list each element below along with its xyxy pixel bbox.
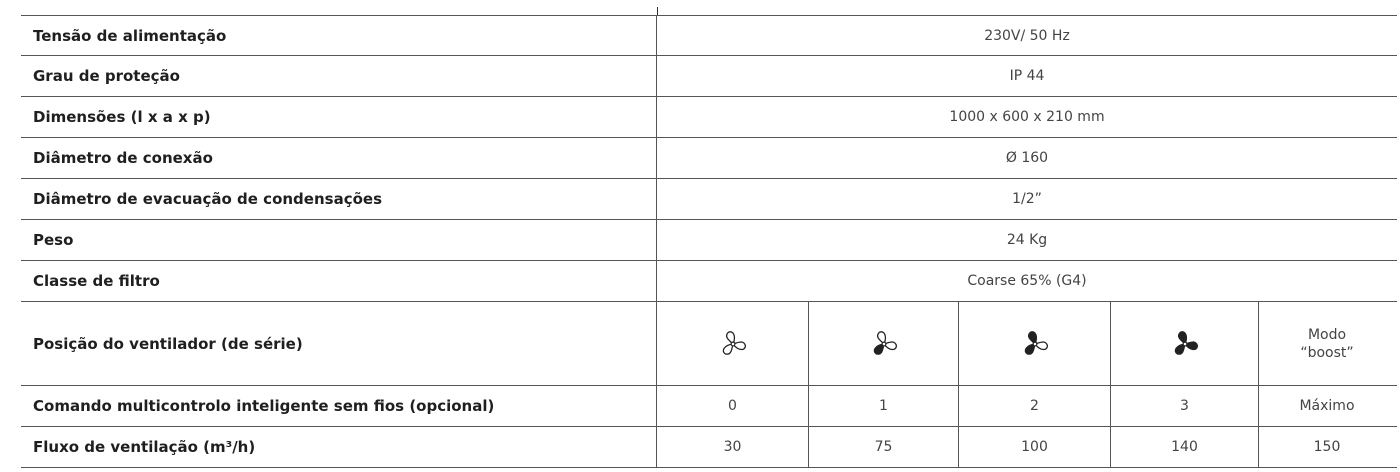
spec-label: Fluxo de ventilação (m³/h) [21,427,657,467]
spec-label: Grau de proteção [21,56,657,96]
top-divider-line [657,7,658,16]
spec-row-weight: Peso 24 Kg [21,220,1397,261]
fan-level-0-icon [722,330,746,355]
spec-row-dimensions: Dimensões (l x a x p) 1000 x 600 x 210 m… [21,97,1397,138]
boost-mode-cell: Modo “boost” [1259,302,1395,385]
boost-label-line1: Modo [1307,326,1347,343]
spec-label: Diâmetro de evacuação de condensações [21,179,657,219]
spec-label: Dimensões (l x a x p) [21,97,657,137]
airflow-value: 100 [959,427,1111,467]
spec-value: 24 Kg [1006,232,1048,248]
spec-row-protection: Grau de proteção IP 44 [21,56,1397,97]
spec-row-filter-class: Classe de filtro Coarse 65% (G4) [21,261,1397,302]
fan-level-1-icon [873,330,897,355]
spec-row-wireless-control: Comando multicontrolo inteligente sem fi… [21,386,1397,427]
airflow-cells: 30 75 100 140 150 [657,427,1397,467]
spec-value: IP 44 [1009,68,1045,84]
spec-label: Peso [21,220,657,260]
fan-level-2-icon [1024,330,1048,355]
spec-value: 230V/ 50 Hz [984,27,1070,44]
fan-level-3-icon [1174,330,1198,355]
control-value: Máximo [1299,398,1355,414]
airflow-value: 75 [809,427,959,467]
fan-level-cell [809,302,959,385]
airflow-value: 30 [657,427,809,467]
spec-value: 1/2” [1012,191,1042,207]
spec-value: Coarse 65% (G4) [967,273,1087,289]
control-value: 2 [959,386,1111,426]
fan-level-cell [1111,302,1259,385]
fan-level-cell [959,302,1111,385]
spec-label: Tensão de alimentação [21,16,657,55]
control-value: 0 [657,386,809,426]
spec-row-connection-diameter: Diâmetro de conexão Ø 160 [21,138,1397,179]
spec-value: Ø 160 [1005,150,1049,166]
airflow-value: 150 [1313,439,1341,455]
airflow-value: 140 [1111,427,1259,467]
control-value: 1 [809,386,959,426]
fan-level-cell [657,302,809,385]
control-cells: 0 1 2 3 Máximo [657,386,1397,426]
spec-value: 1000 x 600 x 210 mm [949,109,1105,125]
spec-row-airflow: Fluxo de ventilação (m³/h) 30 75 100 140… [21,427,1397,468]
control-value: 3 [1111,386,1259,426]
spec-row-drain-diameter: Diâmetro de evacuação de condensações 1/… [21,179,1397,220]
spec-row-fan-position: Posição do ventilador (de série) [21,302,1397,386]
fan-level-cells: Modo “boost” [657,302,1397,385]
spec-row-voltage: Tensão de alimentação 230V/ 50 Hz [21,15,1397,56]
spec-label: Comando multicontrolo inteligente sem fi… [21,386,657,426]
boost-label-line2: “boost” [1300,344,1354,361]
spec-label: Diâmetro de conexão [21,138,657,178]
spec-label: Posição do ventilador (de série) [21,302,657,385]
spec-label: Classe de filtro [21,261,657,301]
